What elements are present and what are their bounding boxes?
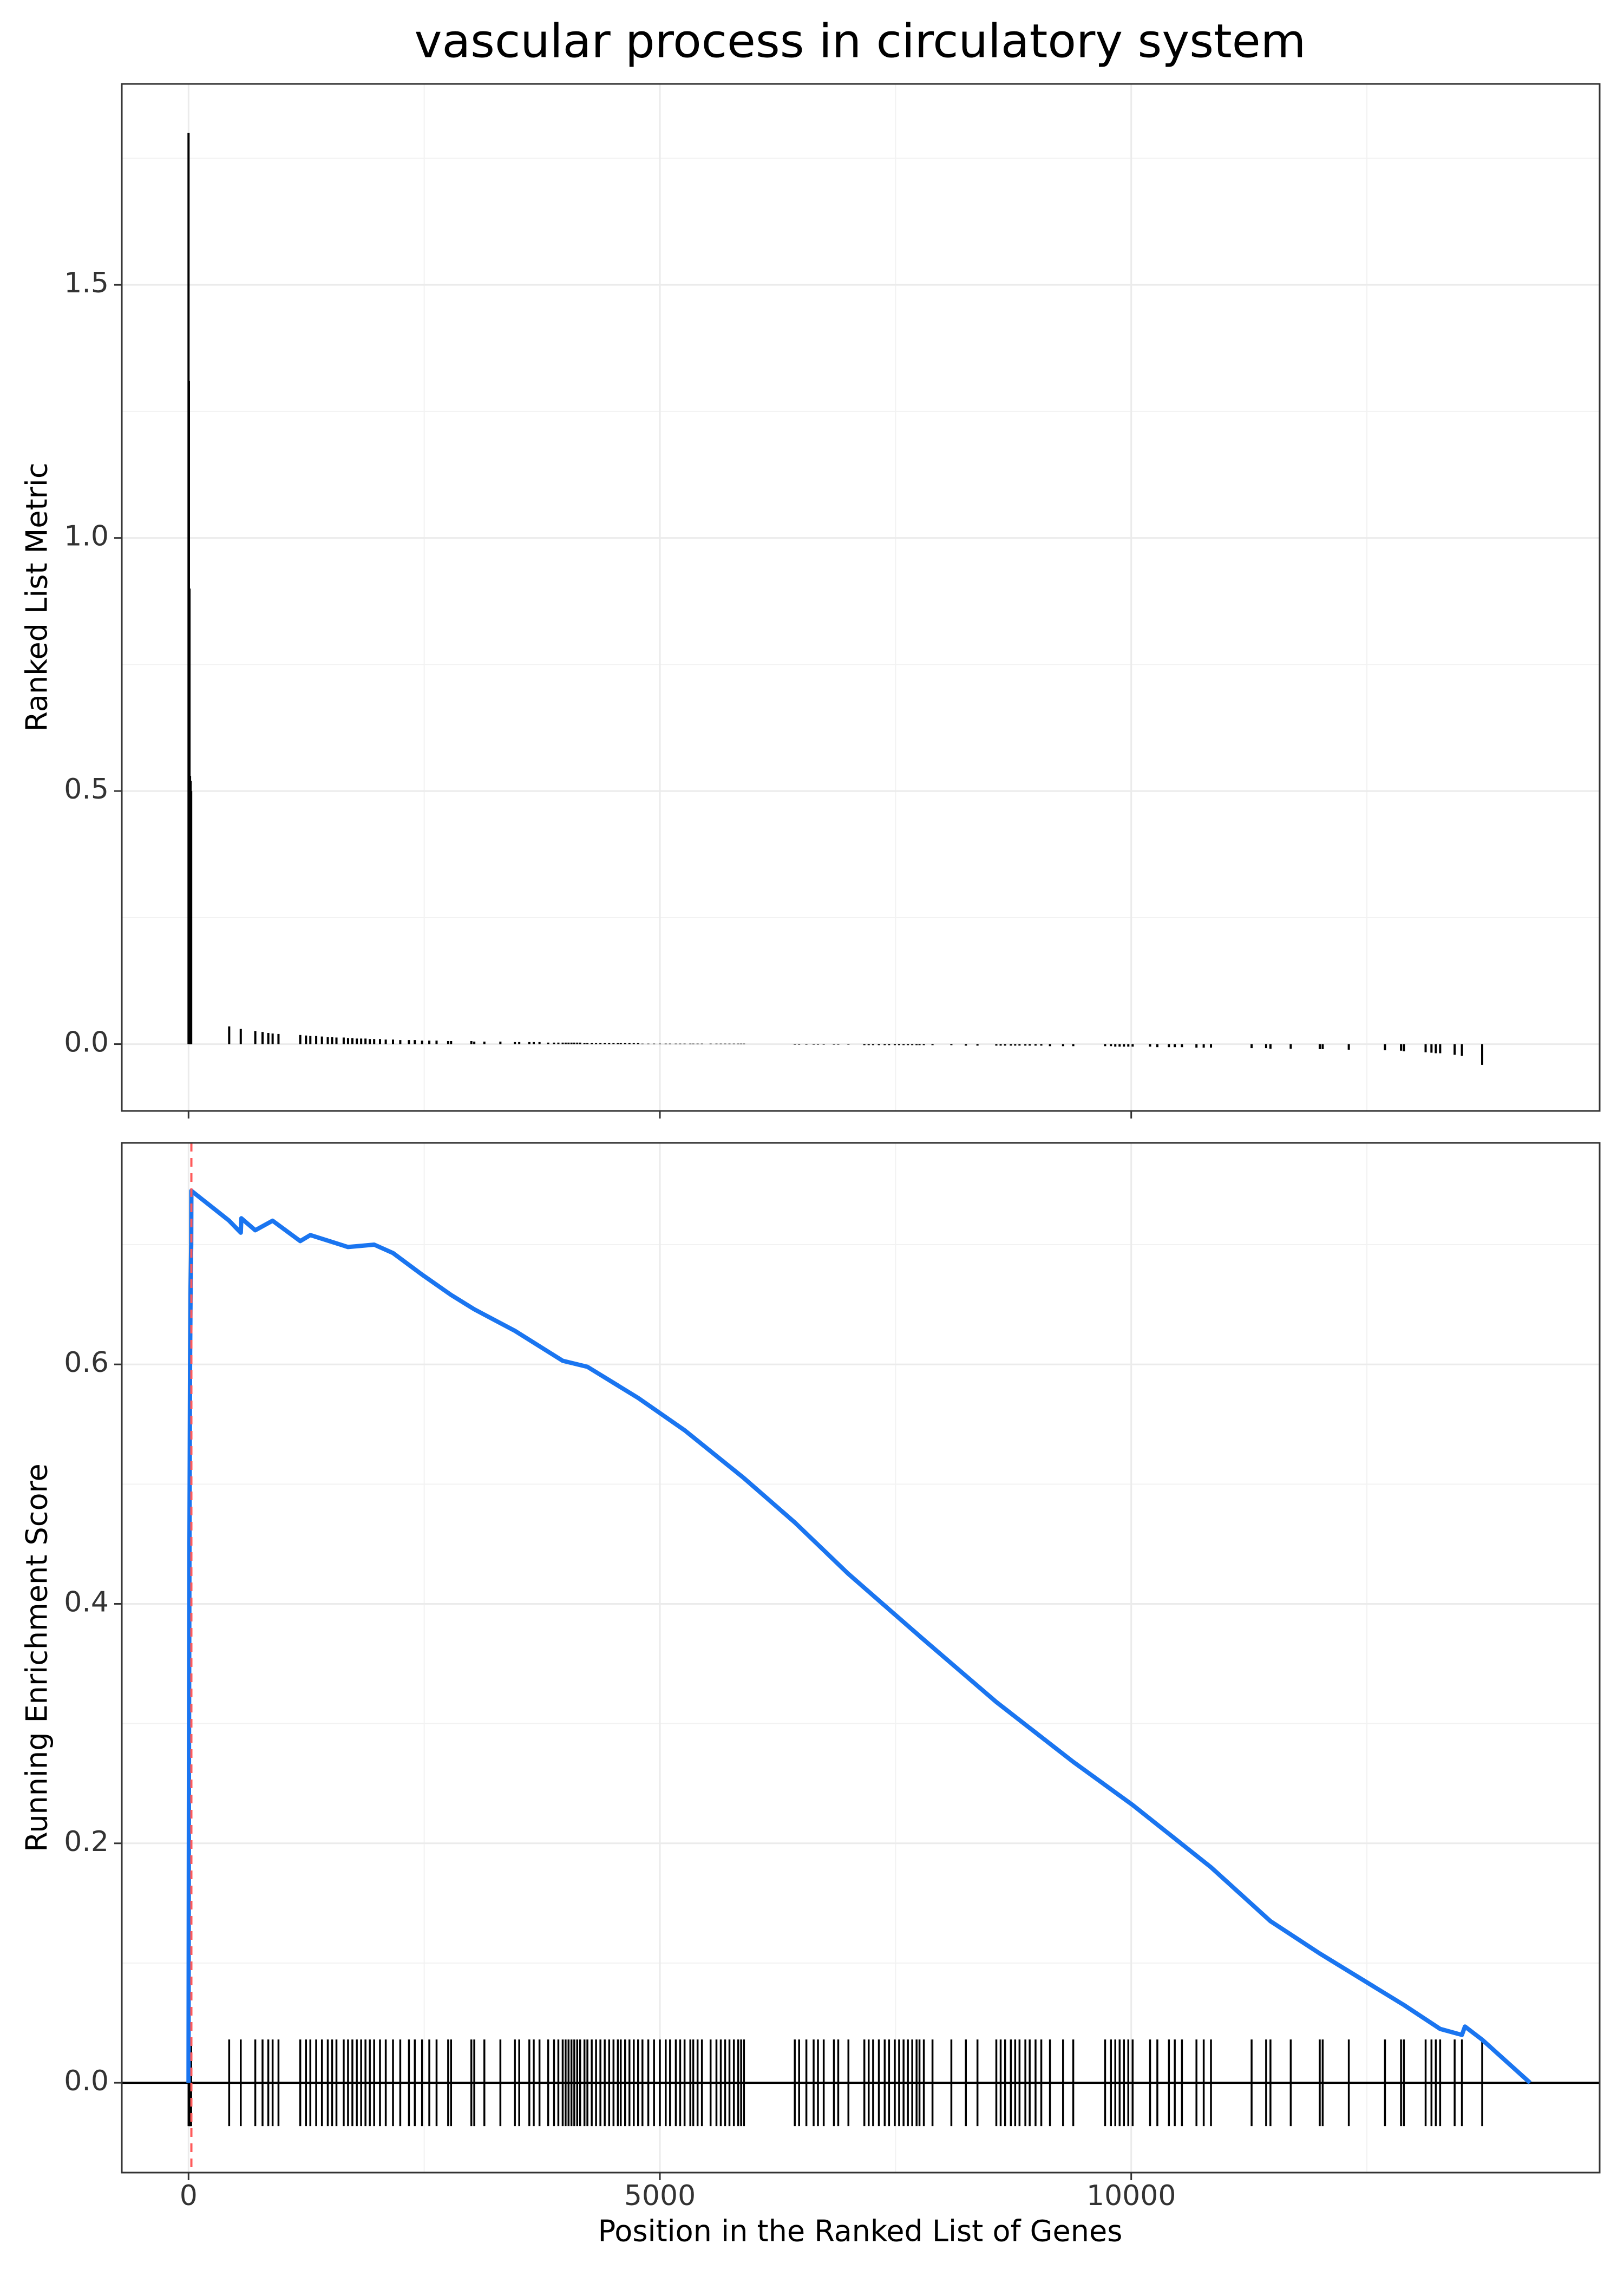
y-tick-label: 0.5 bbox=[64, 773, 109, 806]
y-axis-title: Ranked List Metric bbox=[20, 462, 54, 731]
panel-border bbox=[121, 1142, 1601, 2174]
y-axis-title: Running Enrichment Score bbox=[20, 1463, 54, 1852]
y-tick-label: 1.5 bbox=[64, 267, 109, 299]
y-tick-label: 0.0 bbox=[64, 1026, 109, 1059]
x-tick-label: 0 bbox=[180, 2180, 198, 2212]
chart-title: vascular process in circulatory system bbox=[415, 14, 1306, 68]
y-tick-label: 0.4 bbox=[64, 1586, 109, 1618]
x-axis-title: Position in the Ranked List of Genes bbox=[598, 2214, 1123, 2248]
x-tick-label: 5000 bbox=[624, 2180, 696, 2212]
y-tick-label: 1.0 bbox=[64, 520, 109, 553]
panel-border bbox=[121, 83, 1601, 1112]
y-tick-label: 0.2 bbox=[64, 1826, 109, 1858]
x-tick-label: 10000 bbox=[1086, 2180, 1176, 2212]
enrichment-line bbox=[186, 1188, 1532, 2085]
y-tick-label: 0.6 bbox=[64, 1346, 109, 1379]
y-tick-label: 0.0 bbox=[64, 2065, 109, 2097]
